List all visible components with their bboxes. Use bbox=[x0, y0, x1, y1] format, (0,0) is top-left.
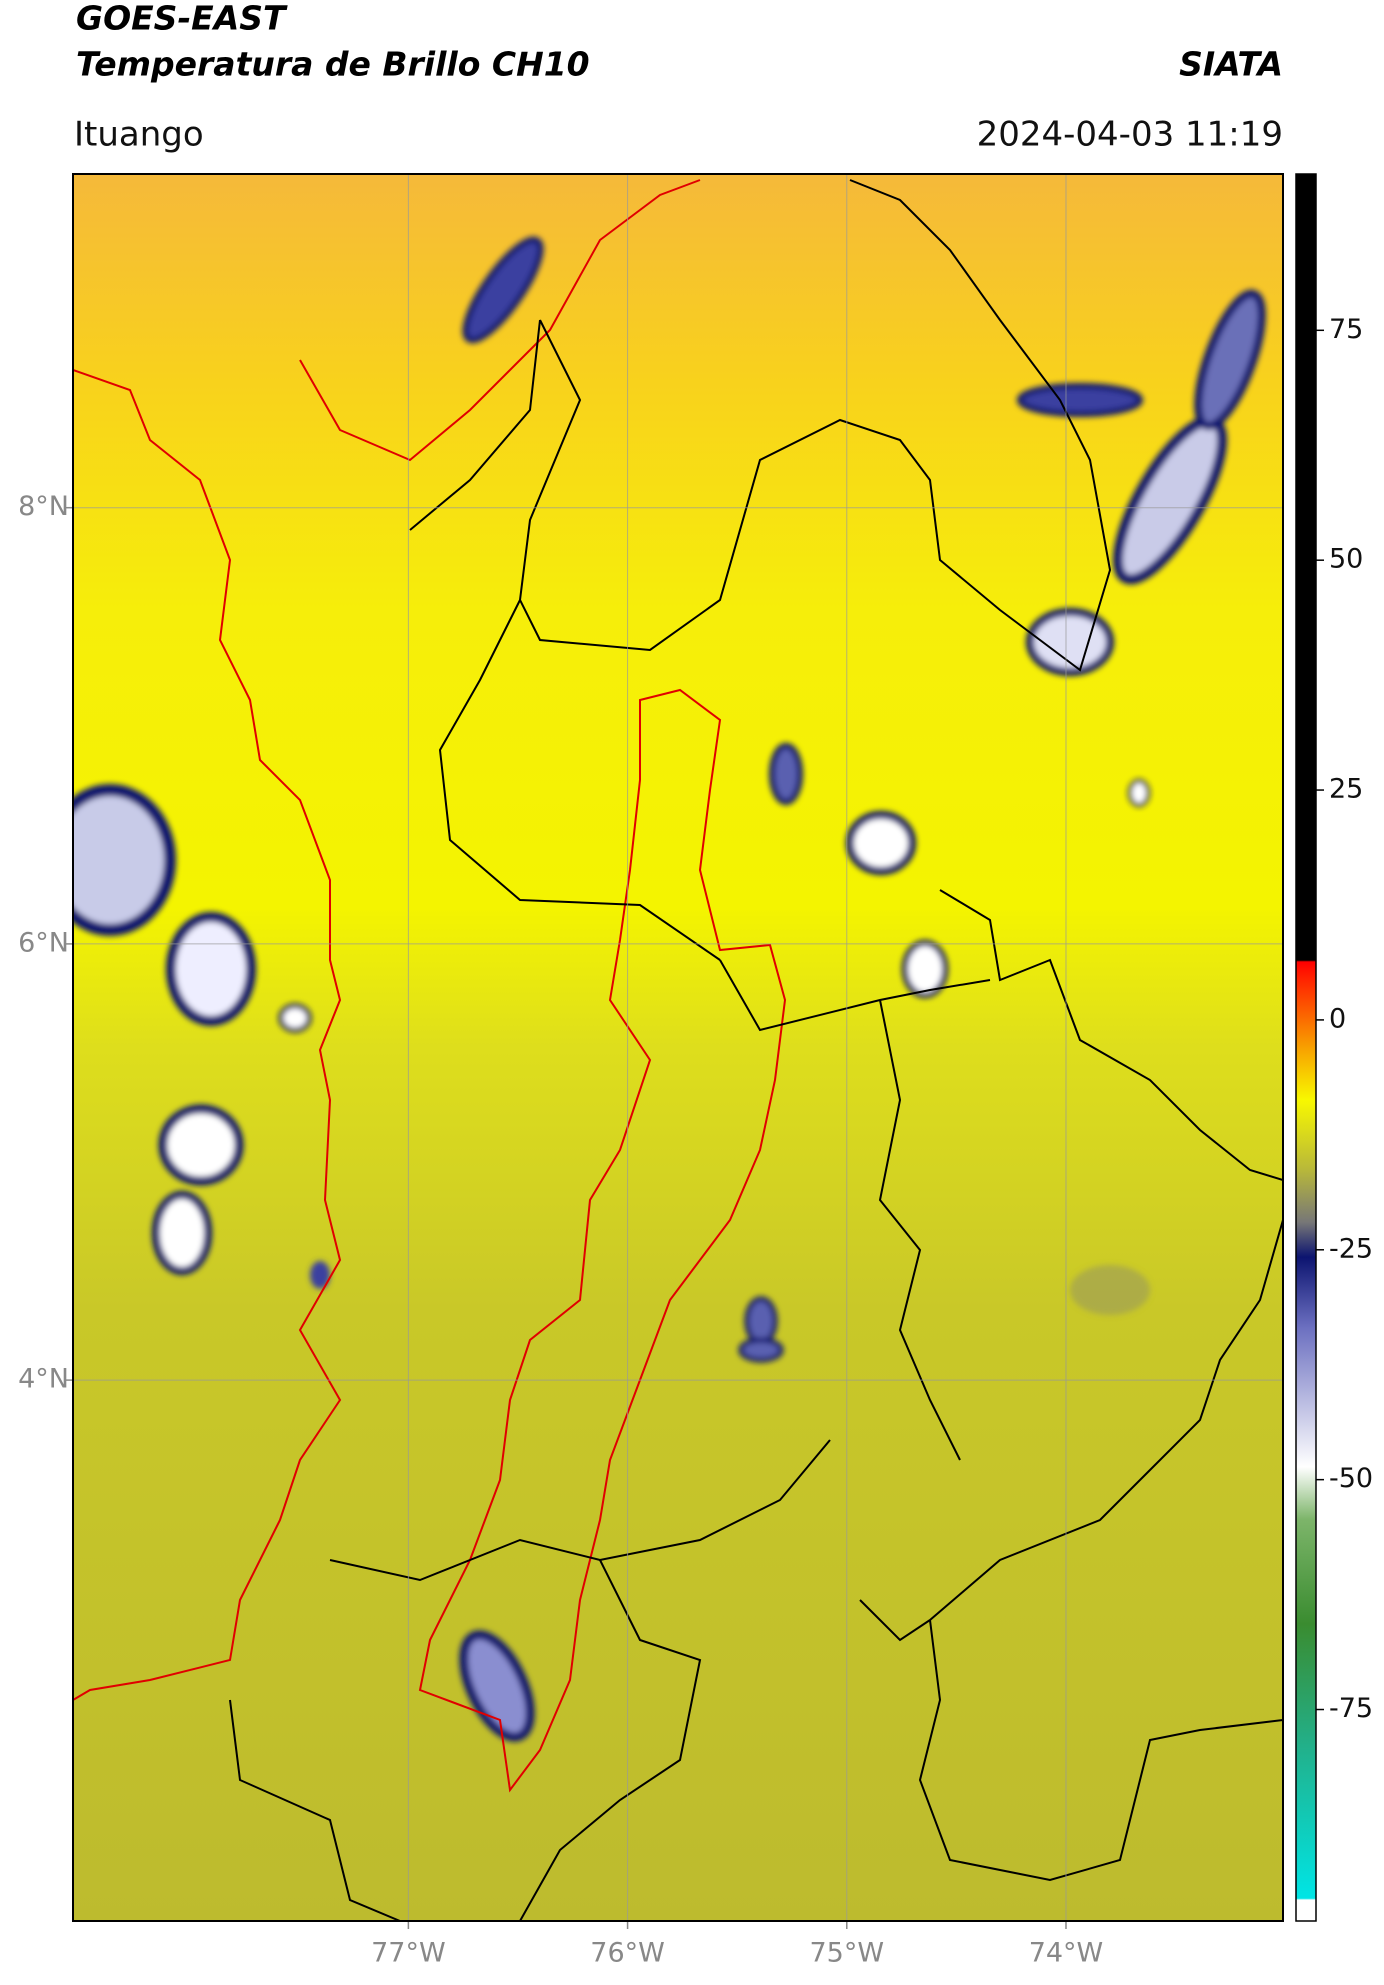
x-tick-label: 75°W bbox=[810, 1938, 885, 1969]
colorbar-tick-label: 50 bbox=[1329, 544, 1363, 575]
map-area bbox=[73, 174, 1283, 1921]
y-tick-label: 8°N bbox=[18, 491, 69, 522]
graticule: 77°W 76°W 75°W 74°W 8°N 6°N 4°N bbox=[18, 174, 1283, 1969]
y-tick-label: 6°N bbox=[18, 927, 69, 958]
x-tick-label: 77°W bbox=[371, 1938, 446, 1969]
subtitle: Temperatura de Brillo CH10 bbox=[76, 45, 590, 84]
x-tick-label: 74°W bbox=[1029, 1938, 1104, 1969]
colorbar-tick-label: -50 bbox=[1329, 1463, 1373, 1494]
title: GOES-EAST bbox=[76, 0, 288, 38]
admin-borders bbox=[229, 179, 1283, 1921]
colorbar-tick-label: -75 bbox=[1329, 1693, 1373, 1724]
map-frame bbox=[72, 173, 1284, 1922]
location: Ituango bbox=[74, 115, 204, 155]
source: SIATA bbox=[1179, 45, 1283, 84]
colorbar-tick-label: -25 bbox=[1329, 1233, 1373, 1264]
datetime: 2024-04-03 11:19 bbox=[977, 115, 1283, 155]
colorbar-ticks: 75 50 25 0 -25 -50 -75 bbox=[1316, 314, 1373, 1724]
colorbar-tick-label: 75 bbox=[1329, 314, 1363, 345]
colorbar-tick-label: 0 bbox=[1329, 1003, 1346, 1034]
colorbar bbox=[1295, 173, 1317, 1922]
map-background bbox=[73, 174, 1283, 1921]
colorbar-tick-label: 25 bbox=[1329, 774, 1363, 805]
x-tick-label: 76°W bbox=[590, 1938, 665, 1969]
y-tick-label: 4°N bbox=[18, 1364, 69, 1395]
region-outline bbox=[73, 179, 787, 1793]
cloud-field bbox=[73, 236, 1266, 1742]
